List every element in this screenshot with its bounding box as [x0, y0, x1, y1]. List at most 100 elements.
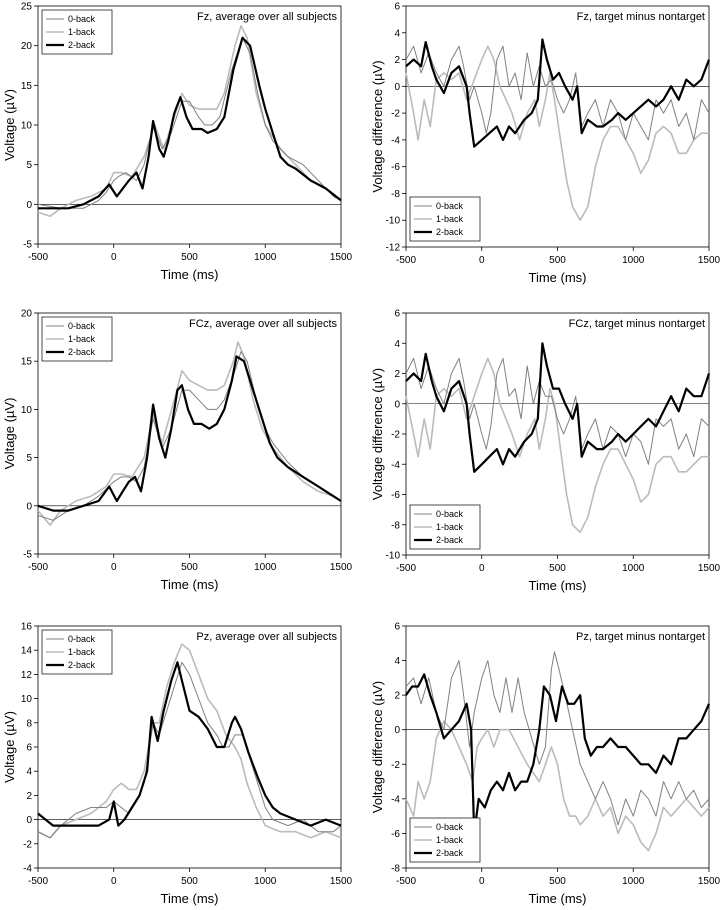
legend: 0-back 1-back 2-back: [41, 629, 113, 675]
x-tick-label: -500: [28, 876, 48, 887]
y-tick-label: 10: [21, 405, 33, 416]
y-axis-label: Voltage difference (µV): [370, 681, 385, 813]
y-tick-label: 6: [394, 2, 400, 13]
x-tick-label: -500: [396, 563, 416, 574]
y-tick-label: -2: [391, 760, 400, 771]
x-tick-label: 500: [181, 562, 198, 573]
x-tick-label: 1000: [622, 876, 645, 887]
y-axis-label: Voltage difference (µV): [370, 60, 385, 192]
legend: 0-back 1-back 2-back: [409, 817, 481, 863]
legend-label: 1-back: [68, 647, 96, 657]
y-tick-label: -4: [391, 794, 400, 805]
y-tick-label: -2: [391, 109, 400, 120]
x-tick-label: 500: [181, 252, 198, 263]
y-tick-label: 6: [394, 622, 400, 633]
y-axis-label: Voltage (µV): [2, 711, 17, 783]
panel-title: Pz, target minus nontarget: [576, 631, 705, 643]
series-line-0-back: [405, 357, 710, 465]
legend-label: 0-back: [68, 321, 96, 331]
y-tick-label: -6: [391, 490, 400, 501]
series-line-1-back: [405, 720, 710, 852]
x-axis-label: Time (ms): [160, 891, 218, 906]
y-tick-label: 2: [394, 55, 400, 66]
x-tick-label: 0: [479, 876, 485, 887]
legend-label: 0-back: [68, 634, 96, 644]
y-tick-label: 2: [394, 369, 400, 380]
y-tick-label: 25: [21, 2, 33, 13]
series-line-1-back: [37, 643, 342, 839]
series-line-0-back: [405, 651, 710, 826]
panel-title: Fz, average over all subjects: [197, 11, 338, 23]
series-line-0-back: [37, 351, 342, 521]
y-axis-label: Voltage (µV): [2, 398, 17, 470]
legend-label: 1-back: [436, 522, 464, 532]
x-tick-label: 0: [111, 252, 117, 263]
y-tick-label: 4: [394, 339, 400, 350]
x-tick-label: 1000: [254, 876, 277, 887]
y-tick-label: 16: [21, 622, 33, 633]
x-tick-label: -500: [396, 876, 416, 887]
y-tick-label: 20: [21, 41, 33, 52]
panel-title: Fz, target minus nontarget: [577, 11, 705, 23]
x-axis-label: Time (ms): [528, 578, 586, 593]
x-tick-label: 1000: [622, 563, 645, 574]
y-tick-label: 15: [21, 81, 33, 92]
y-tick-label: 5: [26, 160, 32, 171]
x-tick-label: -500: [28, 252, 48, 263]
y-tick-label: 2: [26, 791, 32, 802]
series-line-1-back: [405, 357, 709, 534]
legend-label: 2-back: [68, 40, 96, 50]
y-tick-label: 4: [394, 28, 400, 39]
legend-label: 1-back: [436, 214, 464, 224]
y-tick-label: 5: [26, 453, 32, 464]
x-tick-label: 1000: [254, 252, 277, 263]
series-line-0-back: [405, 45, 710, 141]
panel-title: FCz, average over all subjects: [189, 318, 337, 330]
x-tick-label: 0: [479, 563, 485, 574]
series-line-2-back: [405, 673, 711, 835]
legend-label: 2-back: [436, 848, 464, 858]
x-tick-label: 1000: [622, 255, 645, 266]
series-line-1-back: [37, 341, 342, 526]
x-tick-label: 0: [479, 255, 485, 266]
chart-panel-6: -8 -6 -4 -2 0 2 4 6 -500 0 500 1000 1500 Time (ms) Vol…: [370, 622, 720, 907]
y-tick-label: -2: [391, 430, 400, 441]
x-axis-label: Time (ms): [160, 267, 218, 282]
y-tick-label: -10: [386, 216, 401, 227]
chart-panel-2: -12 -10 -8 -6 -4 -2 0 2 4 6 -500 0 500 1000 1500 Time (…: [370, 2, 720, 286]
y-tick-label: 0: [26, 501, 32, 512]
y-tick-label: 20: [21, 309, 33, 320]
chart-panel-3: -5 0 5 10 15 20 -500 0 500 1000 1500 Time (ms) Volta…: [2, 309, 353, 593]
legend: 0-back 1-back 2-back: [409, 196, 481, 242]
y-tick-label: -8: [391, 520, 400, 531]
legend: 0-back 1-back 2-back: [41, 316, 113, 362]
y-tick-label: 0: [26, 200, 32, 211]
x-tick-label: -500: [396, 255, 416, 266]
y-axis-label: Voltage difference (µV): [370, 368, 385, 500]
y-tick-label: -4: [391, 460, 400, 471]
y-tick-label: 4: [26, 767, 32, 778]
x-tick-label: 1000: [254, 562, 277, 573]
chart-panel-5: -4 -2 0 2 4 6 8 10 12 14 16 -500 0 500 1000 1500 Time (m…: [2, 622, 353, 907]
x-tick-label: 1500: [330, 562, 353, 573]
series-line-2-back: [37, 661, 342, 827]
x-tick-label: 500: [549, 255, 566, 266]
legend-label: 0-back: [436, 822, 464, 832]
legend-label: 2-back: [68, 660, 96, 670]
panel-title: Pz, average over all subjects: [196, 631, 337, 643]
x-tick-label: 1500: [698, 563, 720, 574]
x-tick-label: 1500: [330, 876, 353, 887]
y-axis-label: Voltage (µV): [2, 89, 17, 161]
legend-label: 1-back: [68, 334, 96, 344]
x-tick-label: 1500: [698, 255, 720, 266]
y-tick-label: -6: [391, 162, 400, 173]
y-tick-label: 0: [394, 82, 400, 93]
chart-panel-1: -5 0 5 10 15 20 25 -500 0 500 1000 1500 Time (ms) Vol…: [2, 2, 353, 283]
panel-title: FCz, target minus nontarget: [569, 318, 705, 330]
y-tick-label: 10: [21, 121, 33, 132]
y-tick-label: -4: [391, 135, 400, 146]
chart-panel-4: -10 -8 -6 -4 -2 0 2 4 6 -500 0 500 1000 1500 Time (ms)…: [370, 309, 720, 594]
y-tick-label: 12: [21, 670, 33, 681]
series-line-2-back: [405, 38, 711, 148]
